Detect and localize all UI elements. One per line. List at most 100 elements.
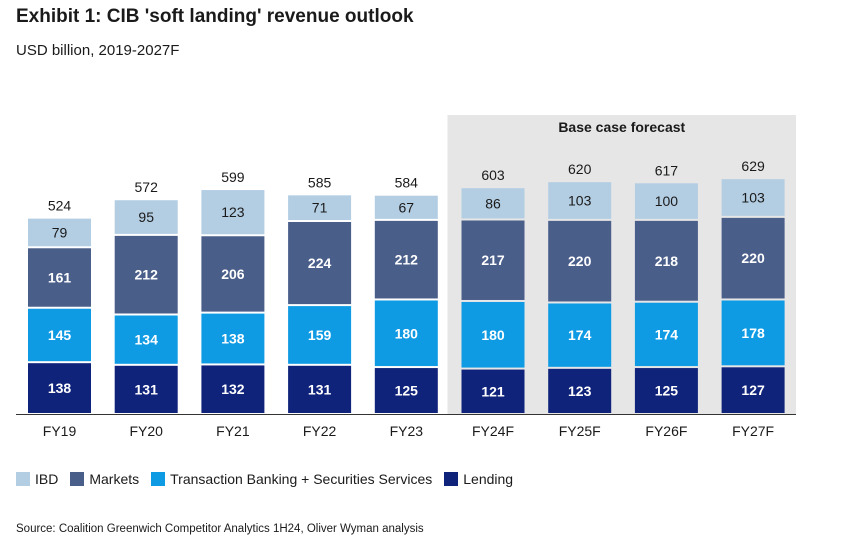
bar-lending-fy23 xyxy=(374,368,438,413)
legend-item-transaction-banking: Transaction Banking + Securities Service… xyxy=(151,471,432,487)
bar-markets-fy22 xyxy=(288,221,352,305)
bar-transaction-banking-securities-services-fy25f xyxy=(548,303,612,367)
bar-markets-fy20 xyxy=(114,235,178,314)
bar-markets-fy21 xyxy=(201,236,265,312)
total-label-fy26f: 617 xyxy=(655,162,679,178)
category-label-fy21: FY21 xyxy=(216,423,250,439)
data-label-ibd-fy25f: 103 xyxy=(568,193,592,209)
data-label-lending-fy21: 132 xyxy=(221,381,245,397)
data-label-markets-fy23: 212 xyxy=(395,252,419,268)
category-label-fy22: FY22 xyxy=(303,423,337,439)
data-label-markets-fy26f: 218 xyxy=(655,253,679,269)
data-label-markets-fy22: 224 xyxy=(308,255,332,271)
bar-transaction-banking-securities-services-fy23 xyxy=(374,300,438,367)
legend: IBD Markets Transaction Banking + Securi… xyxy=(16,471,525,487)
bar-ibd-fy22 xyxy=(288,195,352,220)
data-label-ibd-fy19: 79 xyxy=(52,224,68,240)
bar-transaction-banking-securities-services-fy21 xyxy=(201,313,265,364)
category-label-fy24f: FY24F xyxy=(472,423,514,439)
bar-lending-fy19 xyxy=(28,363,91,413)
data-label-lending-fy19: 138 xyxy=(48,380,72,396)
data-label-lending-fy20: 131 xyxy=(135,381,159,397)
source-note: Source: Coalition Greenwich Competitor A… xyxy=(16,523,424,535)
bar-ibd-fy24f xyxy=(461,188,525,219)
bar-transaction-banking-securities-services-fy24f xyxy=(461,301,525,368)
data-label-transaction-banking-securities-services-fy20: 134 xyxy=(135,332,159,348)
data-label-transaction-banking-securities-services-fy27f: 178 xyxy=(741,325,765,341)
data-label-lending-fy26f: 125 xyxy=(655,383,679,399)
total-label-fy21: 599 xyxy=(221,169,245,185)
bar-transaction-banking-securities-services-fy26f xyxy=(634,302,698,367)
bar-transaction-banking-securities-services-fy27f xyxy=(721,300,785,366)
data-label-lending-fy23: 125 xyxy=(395,383,419,399)
bar-transaction-banking-securities-services-fy19 xyxy=(28,308,91,362)
category-label-fy20: FY20 xyxy=(129,423,163,439)
total-label-fy24f: 603 xyxy=(481,167,505,183)
bar-ibd-fy19 xyxy=(28,218,91,247)
bar-markets-fy26f xyxy=(634,220,698,301)
forecast-label: Base case forecast xyxy=(558,119,685,135)
data-label-transaction-banking-securities-services-fy25f: 174 xyxy=(568,327,592,343)
total-label-fy27f: 629 xyxy=(741,158,765,174)
data-label-lending-fy22: 131 xyxy=(308,381,332,397)
bar-lending-fy20 xyxy=(114,365,178,413)
legend-swatch-markets xyxy=(70,472,85,486)
data-label-lending-fy24f: 121 xyxy=(481,383,505,399)
legend-swatch-ibd xyxy=(16,472,30,486)
bar-lending-fy24f xyxy=(461,369,525,413)
data-label-transaction-banking-securities-services-fy24f: 180 xyxy=(481,327,505,343)
data-label-markets-fy19: 161 xyxy=(48,270,72,286)
bar-lending-fy27f xyxy=(721,367,785,413)
data-label-transaction-banking-securities-services-fy21: 138 xyxy=(221,331,245,347)
bar-ibd-fy21 xyxy=(201,190,265,235)
total-label-fy25f: 620 xyxy=(568,161,592,177)
category-label-fy27f: FY27F xyxy=(732,423,774,439)
bar-lending-fy26f xyxy=(634,368,698,413)
legend-label-ibd: IBD xyxy=(35,471,59,487)
data-label-markets-fy27f: 220 xyxy=(741,250,765,266)
data-label-ibd-fy24f: 86 xyxy=(485,195,501,211)
data-label-markets-fy24f: 217 xyxy=(481,252,505,268)
data-label-ibd-fy21: 123 xyxy=(221,204,245,220)
category-label-fy25f: FY25F xyxy=(559,423,601,439)
total-label-fy19: 524 xyxy=(48,198,72,214)
data-label-markets-fy25f: 220 xyxy=(568,253,592,269)
bar-lending-fy21 xyxy=(201,365,265,413)
data-label-markets-fy21: 206 xyxy=(221,266,245,282)
legend-swatch-lending xyxy=(444,472,459,486)
legend-item-markets: Markets xyxy=(70,471,139,487)
chart-title: Exhibit 1: CIB 'soft landing' revenue ou… xyxy=(16,6,414,27)
data-label-transaction-banking-securities-services-fy23: 180 xyxy=(395,325,419,341)
legend-label-lending: Lending xyxy=(463,471,514,487)
data-label-ibd-fy26f: 100 xyxy=(655,193,679,209)
data-label-lending-fy25f: 123 xyxy=(568,383,592,399)
bar-markets-fy25f xyxy=(548,220,612,302)
data-label-ibd-fy27f: 103 xyxy=(741,190,765,206)
bar-transaction-banking-securities-services-fy22 xyxy=(288,306,352,364)
total-label-fy22: 585 xyxy=(308,174,332,190)
category-label-fy19: FY19 xyxy=(43,423,77,439)
bar-markets-fy27f xyxy=(721,217,785,299)
data-label-markets-fy20: 212 xyxy=(135,267,159,283)
bar-ibd-fy23 xyxy=(374,195,438,219)
data-label-transaction-banking-securities-services-fy19: 145 xyxy=(48,327,72,343)
chart-subtitle: USD billion, 2019-2027F xyxy=(16,42,180,59)
data-label-ibd-fy22: 71 xyxy=(312,200,328,216)
category-label-fy23: FY23 xyxy=(390,423,424,439)
category-label-fy26f: FY26F xyxy=(645,423,687,439)
legend-item-lending: Lending xyxy=(444,471,513,487)
bar-ibd-fy25f xyxy=(548,182,612,219)
data-label-lending-fy27f: 127 xyxy=(741,382,765,398)
total-label-fy20: 572 xyxy=(135,179,159,195)
bar-lending-fy25f xyxy=(548,368,612,413)
legend-swatch-transaction-banking xyxy=(151,472,166,486)
bar-transaction-banking-securities-services-fy20 xyxy=(114,315,178,364)
data-label-transaction-banking-securities-services-fy22: 159 xyxy=(308,327,332,343)
legend-label-markets: Markets xyxy=(89,471,140,487)
data-label-transaction-banking-securities-services-fy26f: 174 xyxy=(655,326,679,342)
legend-item-ibd: IBD xyxy=(16,471,58,487)
bar-markets-fy24f xyxy=(461,220,525,300)
bar-ibd-fy20 xyxy=(114,200,178,234)
legend-label-transaction-banking: Transaction Banking + Securities Service… xyxy=(170,471,433,487)
